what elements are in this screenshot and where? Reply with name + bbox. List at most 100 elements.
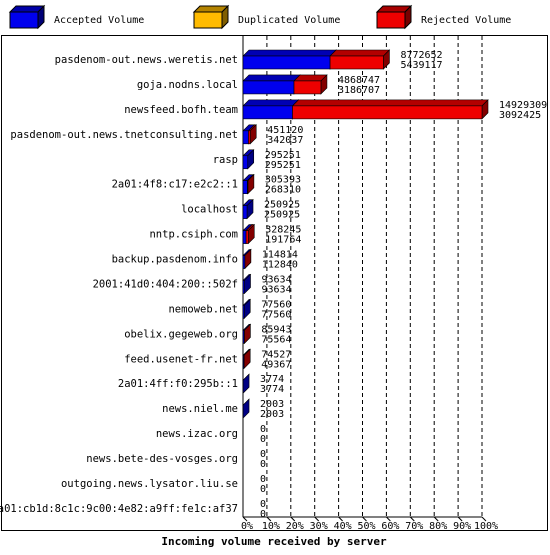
bar-segment (242, 230, 247, 244)
x-axis-title: Incoming volume received by server (161, 535, 387, 548)
bar-segment (246, 180, 249, 194)
accepted-label: 295251 (265, 160, 301, 171)
bar-side-face (243, 348, 251, 370)
accepted-label: 0 (260, 459, 266, 470)
bar-top-face (329, 49, 391, 57)
x-tick-label: 80% (429, 521, 447, 532)
accepted-label: 3186707 (338, 85, 380, 96)
x-tick (290, 516, 296, 522)
bar-side-face (243, 298, 251, 320)
total-label: 2003 (260, 399, 284, 410)
total-label: 3774 (260, 374, 284, 385)
category-label: localhost (181, 204, 238, 216)
category-label: 2a01:cb1d:8c1c:9c00:4e82:a9ff:fe1c:af37 (0, 503, 238, 515)
accepted-label: 49367 (261, 359, 291, 370)
x-tick-label: 50% (357, 521, 375, 532)
total-label: 74527 (261, 349, 291, 360)
category-label: feed.usenet-fr.net (124, 353, 238, 365)
bar-side-face (244, 323, 251, 345)
bar-segment (242, 305, 245, 319)
x-tick (481, 516, 487, 522)
accepted-label: 77560 (261, 309, 291, 320)
category-label: nntp.csiph.com (149, 229, 238, 241)
total-label: 328245 (265, 225, 301, 236)
bar-top-face (291, 99, 489, 107)
bar-segment (242, 180, 248, 194)
total-label: 0 (260, 474, 266, 485)
x-tick (338, 516, 343, 522)
x-tick (266, 516, 272, 522)
accepted-label: 93634 (261, 284, 291, 295)
category-label: pasdenom-out.news.tnetconsulting.net (10, 129, 238, 141)
category-label: 2a01:4ff:f0:295b::1 (118, 378, 238, 390)
total-label: 4868747 (338, 75, 380, 86)
category-label: nemoweb.net (168, 303, 238, 315)
x-tick-label: 90% (453, 521, 471, 532)
category-label: 2001:41d0:404:200::502f (93, 278, 238, 290)
total-label: 0 (260, 424, 266, 435)
accepted-label: 0 (260, 509, 266, 520)
legend-swatch (9, 11, 39, 29)
accepted-label: 5439117 (400, 60, 442, 71)
x-tick (457, 516, 463, 522)
category-label: backup.pasdenom.info (112, 254, 238, 266)
x-tick-label: 40% (334, 521, 352, 532)
x-tick (386, 516, 391, 522)
x-tick-label: 30% (310, 521, 328, 532)
total-label: 85943 (261, 324, 291, 335)
category-label: news.bete-des-vosges.org (86, 453, 238, 465)
total-label: 250925 (264, 200, 300, 211)
x-tick-label: 0% (241, 521, 253, 532)
bar-segment (242, 55, 331, 70)
accepted-label: 112840 (262, 260, 298, 271)
legend-swatch (193, 11, 223, 29)
bar-segment (242, 280, 245, 294)
category-label: obelix.gegeweb.org (124, 328, 238, 340)
legend-label: Accepted Volume (54, 15, 144, 26)
total-label: 305393 (265, 175, 301, 186)
x-tick (362, 516, 367, 522)
x-tick (409, 516, 415, 522)
category-label: news.izac.org (156, 428, 238, 440)
bar-segment (329, 55, 384, 70)
accepted-label: 0 (260, 484, 266, 495)
accepted-label: 0 (260, 434, 266, 445)
total-label: 295251 (265, 150, 301, 161)
bar-side-face (242, 398, 250, 419)
x-tick (314, 516, 320, 522)
category-label: goja.nodns.local (137, 79, 238, 91)
x-tick (242, 516, 248, 522)
bar-segment (242, 80, 295, 95)
category-label: news.niel.me (162, 403, 238, 415)
category-label: outgoing.news.lysator.liu.se (61, 478, 238, 490)
x-tick (433, 516, 439, 522)
total-label: 0 (260, 449, 266, 460)
bar-segment (242, 105, 293, 120)
accepted-label: 3092425 (499, 110, 541, 121)
accepted-label: 268310 (265, 185, 301, 196)
chart-frame (1, 35, 548, 531)
total-label: 14929309 (499, 100, 547, 111)
accepted-label: 250925 (264, 210, 300, 221)
category-label: 2a01:4f8:c17:e2c2::1 (112, 179, 238, 191)
bar-segment (248, 130, 251, 145)
bar-segment (245, 230, 249, 244)
accepted-label: 2003 (260, 409, 284, 420)
total-label: 8772652 (400, 50, 442, 61)
bar-segment (293, 80, 322, 95)
total-label: 77560 (261, 299, 291, 310)
x-tick-label: 60% (381, 521, 399, 532)
x-tick-label: 10% (262, 521, 280, 532)
accepted-label: 75564 (261, 334, 291, 345)
total-label: 451120 (267, 125, 303, 136)
category-label: rasp (213, 154, 238, 166)
accepted-label: 342037 (267, 135, 303, 146)
bar-top-face (242, 74, 301, 82)
bar-segment (242, 205, 248, 219)
bar-top-face (242, 99, 300, 107)
total-label: 114814 (262, 250, 298, 261)
bar-side-face (242, 373, 250, 394)
category-label: newsfeed.bofh.team (124, 104, 238, 116)
bar-top-face (242, 49, 337, 57)
